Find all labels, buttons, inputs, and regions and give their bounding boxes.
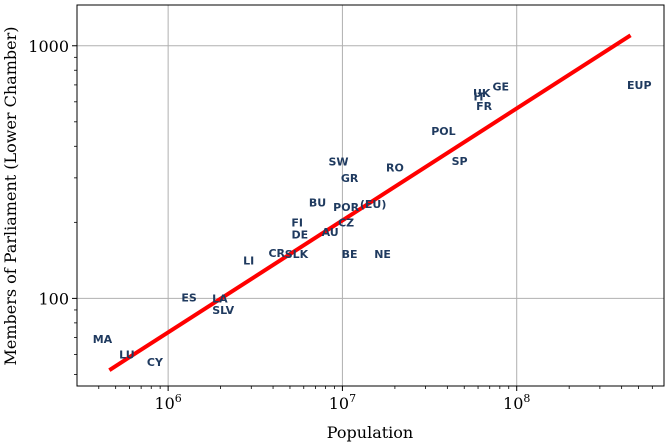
point-label: SW — [329, 155, 349, 168]
point-label: (EU) — [360, 198, 387, 211]
point-label: FR — [476, 100, 493, 113]
point-label: LI — [243, 255, 254, 268]
point-label: FI — [291, 216, 303, 229]
point-label: NE — [374, 248, 391, 261]
x-axis-label: Population — [327, 423, 413, 442]
fit-line — [108, 33, 632, 372]
point-label: GR — [341, 172, 359, 185]
point-label: BU — [309, 196, 326, 209]
grid — [77, 5, 664, 386]
point-label: LA — [212, 292, 228, 305]
point-label: UK — [473, 87, 491, 100]
plot-background — [77, 5, 664, 386]
point-label: ES — [181, 291, 197, 304]
point-label: POL — [431, 125, 455, 138]
plot-frame — [76, 4, 665, 387]
point-label: CR — [268, 247, 285, 260]
axes: 106 107 108 100 1000 — [28, 37, 653, 413]
point-label: AU — [322, 226, 339, 239]
point-label: EUP — [627, 79, 652, 92]
y-tick-label: 1000 — [28, 37, 69, 56]
fit-line-group — [108, 33, 632, 372]
point-label: POR — [333, 201, 359, 214]
point-label: IT — [473, 90, 485, 103]
point-label: SLV — [212, 304, 234, 317]
y-axis-label: Members of Parliament (Lower Chamber) — [1, 26, 20, 365]
point-label: BE — [342, 248, 358, 261]
y-tick-label: 100 — [38, 289, 69, 308]
point-label: MA — [93, 333, 113, 346]
point-label: SP — [452, 155, 468, 168]
point-label: CZ — [338, 216, 354, 229]
point-label: SLK — [285, 248, 309, 261]
point-label: DE — [292, 229, 309, 242]
x-tick-label: 108 — [503, 392, 530, 413]
point-label: GE — [492, 80, 509, 93]
point-label: RO — [386, 161, 404, 174]
point-label: LU — [119, 348, 135, 361]
x-tick-label: 107 — [329, 392, 356, 413]
x-tick-label: 106 — [154, 392, 181, 413]
point-label: CY — [147, 356, 164, 369]
